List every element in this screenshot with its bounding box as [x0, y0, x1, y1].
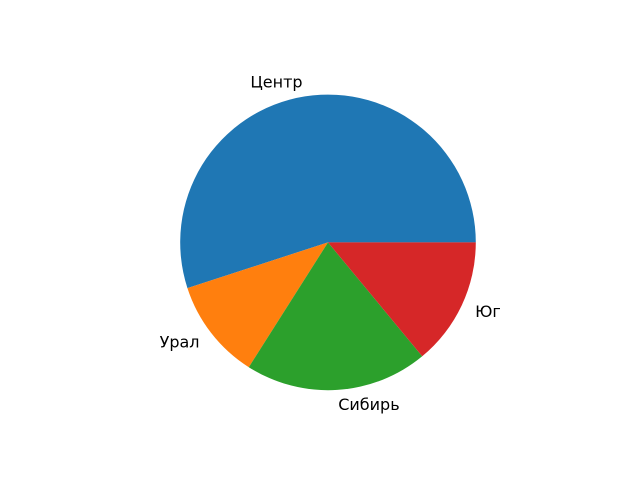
pie-slice-ural: [187, 242, 328, 368]
pie-label-ural: Урал: [160, 333, 200, 352]
pie-label-sibir: Сибирь: [338, 395, 399, 414]
pie-slice-yug: [328, 242, 476, 357]
pie-label-centr: Центр: [250, 72, 302, 91]
pie-slice-sibir: [248, 242, 423, 391]
pie-slice-centr: [180, 94, 476, 289]
pie-label-yug: Юг: [475, 302, 501, 321]
